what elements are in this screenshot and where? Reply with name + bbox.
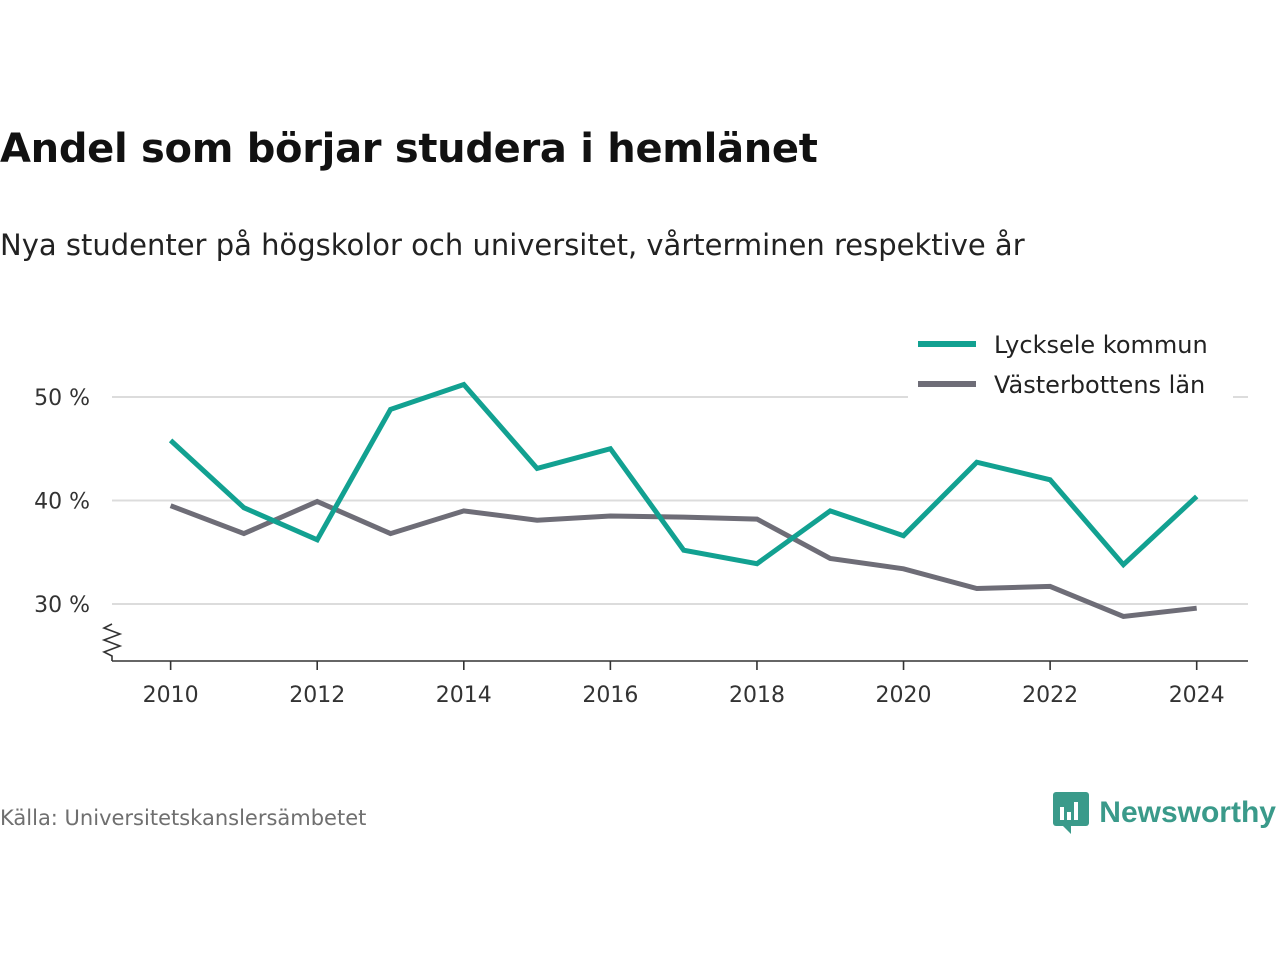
- y-axis-break-icon: [101, 623, 123, 661]
- series-lines: [168, 381, 1199, 620]
- y-tick-label-50: 50 %: [34, 386, 90, 411]
- series-line-lycksele-kommun: [168, 381, 1199, 569]
- y-tick-label-40: 40 %: [34, 490, 90, 515]
- x-tick-label-2016: 2016: [582, 683, 638, 708]
- brand-name: Newsworthy: [1099, 796, 1276, 829]
- line-chart: 30 % 40 % 50 % 2010 2012 2014 2016 2018 2020 202…: [34, 322, 1248, 708]
- x-axis: 2010 2012 2014 2016 2018 2020 2022 2024: [112, 660, 1248, 708]
- y-tick-label-30: 30 %: [34, 593, 90, 618]
- x-tick-label-2010: 2010: [143, 683, 199, 708]
- x-tick-label-2018: 2018: [729, 683, 785, 708]
- x-tick-label-2012: 2012: [289, 683, 345, 708]
- source-note: Källa: Universitetskanslersämbetet: [0, 806, 367, 830]
- legend: Lycksele kommun Västerbottens län: [908, 322, 1233, 400]
- chart-title: Andel som börjar studera i hemlänet: [0, 126, 818, 172]
- x-tick-label-2022: 2022: [1022, 683, 1078, 708]
- newsworthy-logo-icon: [1053, 792, 1090, 834]
- x-tick-label-2014: 2014: [436, 683, 492, 708]
- legend-label-vasterbottens-lan: Västerbottens län: [994, 371, 1205, 399]
- brand-logo: Newsworthy: [1053, 790, 1276, 836]
- legend-label-lycksele-kommun: Lycksele kommun: [994, 331, 1208, 359]
- series-line-vasterbottens-lan: [169, 498, 1197, 620]
- gridlines: [112, 395, 1248, 606]
- x-tick-label-2024: 2024: [1169, 683, 1225, 708]
- x-tick-label-2020: 2020: [876, 683, 932, 708]
- chart-subtitle: Nya studenter på högskolor och universit…: [0, 228, 1025, 262]
- y-axis: 30 % 40 % 50 %: [34, 386, 123, 661]
